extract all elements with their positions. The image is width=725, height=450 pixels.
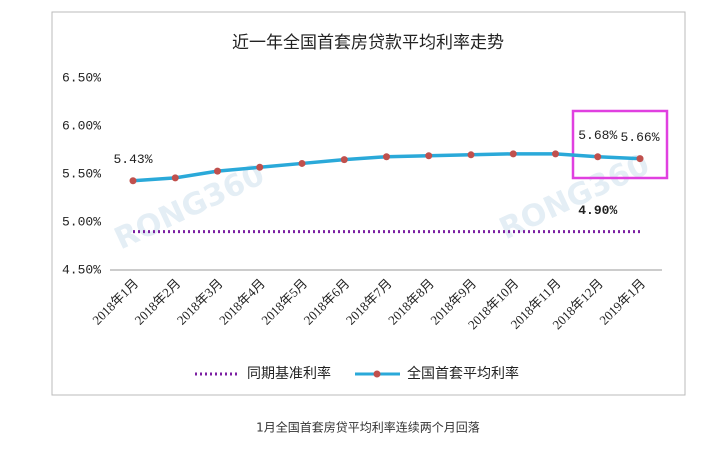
data-point <box>425 152 433 160</box>
legend-marker <box>373 370 381 378</box>
chart-title: 近一年全国首套房贷款平均利率走势 <box>232 33 504 53</box>
y-tick-label: 6.50% <box>62 70 101 85</box>
data-point <box>171 174 179 182</box>
data-point <box>594 153 602 161</box>
legend-label: 全国首套平均利率 <box>407 365 519 382</box>
y-tick-label: 4.50% <box>62 262 101 277</box>
value-label: 5.66% <box>620 130 659 145</box>
highlight-box <box>571 109 669 180</box>
y-tick-label: 5.50% <box>62 166 101 181</box>
data-point <box>129 177 137 185</box>
data-point <box>256 163 264 171</box>
legend-label: 同期基准利率 <box>247 365 331 382</box>
data-point <box>298 159 306 167</box>
data-point <box>552 150 559 158</box>
data-point <box>509 150 517 158</box>
data-point <box>340 156 348 164</box>
data-point <box>214 167 221 175</box>
y-tick-label: 6.00% <box>62 118 101 133</box>
data-point <box>636 155 644 163</box>
value-label: 5.68% <box>578 128 617 143</box>
value-label: 5.43% <box>113 152 152 167</box>
caption: 1月全国首套房贷平均利率连续两个月回落 <box>256 420 480 435</box>
chart-frame <box>51 11 686 396</box>
y-tick-label: 5.00% <box>62 214 101 229</box>
data-point <box>467 151 475 159</box>
data-point <box>383 153 390 161</box>
value-label: 4.90% <box>578 203 617 218</box>
